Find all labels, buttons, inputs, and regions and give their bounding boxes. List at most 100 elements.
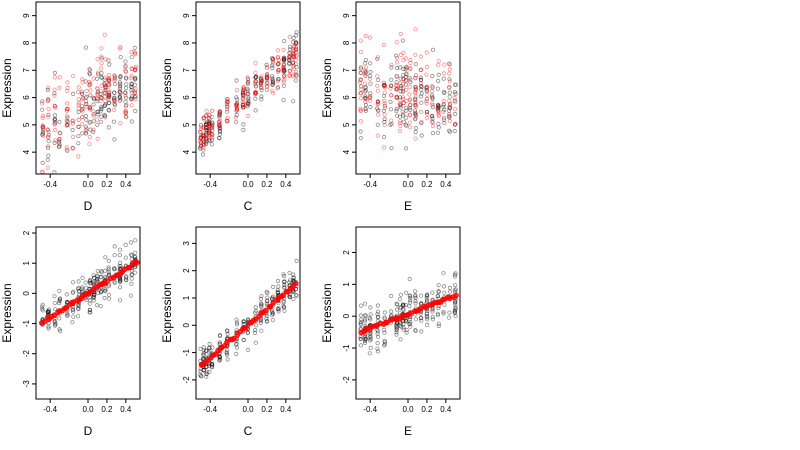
black-point: [398, 76, 403, 81]
black-point: [80, 91, 85, 97]
black-point: [453, 82, 458, 87]
black-point: [368, 338, 373, 343]
black-point: [98, 91, 103, 97]
black-point: [363, 336, 368, 341]
black-point: [64, 118, 70, 123]
black-point: [45, 309, 50, 314]
red-point: [117, 86, 122, 91]
red-point: [447, 84, 452, 89]
black-point: [270, 74, 275, 79]
black-point: [448, 101, 453, 106]
red-point: [287, 51, 292, 56]
red-point: [118, 121, 123, 126]
black-point: [389, 146, 394, 151]
red-point: [389, 118, 394, 123]
y-tick-label: -2: [22, 350, 31, 358]
black-point: [217, 126, 223, 131]
black-point: [87, 71, 92, 76]
red-point: [281, 55, 287, 60]
black-point: [376, 77, 381, 83]
black-point: [264, 301, 269, 306]
black-point: [103, 268, 108, 273]
black-point: [294, 293, 299, 298]
red-point: [231, 335, 237, 342]
red-point: [133, 97, 138, 102]
red-point: [70, 118, 75, 123]
black-point: [206, 121, 211, 126]
red-point: [95, 56, 100, 62]
black-point: [452, 300, 458, 305]
black-point: [276, 77, 281, 82]
red-point: [287, 57, 292, 62]
black-point: [117, 89, 123, 94]
black-point: [394, 95, 399, 100]
black-point: [87, 301, 92, 306]
red-point: [91, 109, 96, 114]
black-point: [111, 267, 117, 272]
black-point: [291, 296, 296, 302]
black-point: [234, 101, 240, 106]
black-point: [198, 135, 203, 141]
red-point: [436, 110, 441, 115]
black-point: [106, 107, 111, 113]
black-point: [91, 119, 96, 124]
red-point: [413, 104, 418, 109]
black-point: [453, 302, 458, 307]
black-point: [281, 300, 286, 305]
red-point: [430, 95, 435, 100]
black-point: [118, 74, 123, 80]
red-point: [91, 114, 96, 119]
black-point: [394, 325, 399, 330]
red-point: [112, 73, 117, 78]
black-point: [375, 315, 380, 320]
red-point: [204, 136, 209, 141]
red-point: [132, 49, 137, 55]
y-tick-label: 2: [182, 268, 191, 273]
black-point: [240, 90, 245, 96]
black-point: [407, 321, 412, 326]
black-point: [270, 79, 275, 85]
black-point: [245, 86, 250, 91]
red-point: [259, 79, 264, 84]
black-point: [441, 311, 446, 316]
black-point: [245, 88, 250, 93]
black-point: [367, 315, 372, 321]
black-point: [224, 352, 229, 357]
red-point: [447, 103, 452, 108]
black-point: [217, 123, 222, 128]
red-point: [275, 62, 280, 67]
black-point: [270, 78, 276, 83]
black-point: [375, 122, 380, 127]
black-point: [435, 130, 440, 135]
red-point: [425, 84, 430, 89]
black-point: [275, 86, 280, 91]
black-point: [403, 67, 408, 72]
black-point: [265, 80, 270, 85]
black-point: [217, 333, 222, 338]
red-point: [210, 135, 215, 140]
black-point: [99, 56, 104, 61]
red-point: [40, 133, 46, 138]
x-tick-label: 0.0: [242, 405, 254, 414]
red-point: [441, 98, 446, 104]
black-point: [375, 346, 380, 351]
black-point: [123, 242, 128, 247]
red-point: [80, 115, 85, 120]
red-point: [84, 88, 89, 94]
red-point: [80, 80, 85, 85]
red-point: [207, 123, 212, 129]
red-point: [418, 81, 423, 86]
red-point: [234, 102, 239, 107]
black-point: [375, 311, 380, 317]
black-point: [413, 97, 418, 103]
black-point: [362, 334, 368, 340]
red-point: [245, 90, 250, 95]
black-point: [99, 289, 104, 294]
black-point: [389, 65, 394, 70]
red-point: [264, 65, 269, 70]
black-point: [287, 294, 292, 299]
red-point: [64, 114, 70, 119]
black-point: [413, 86, 418, 91]
black-point: [132, 45, 137, 50]
